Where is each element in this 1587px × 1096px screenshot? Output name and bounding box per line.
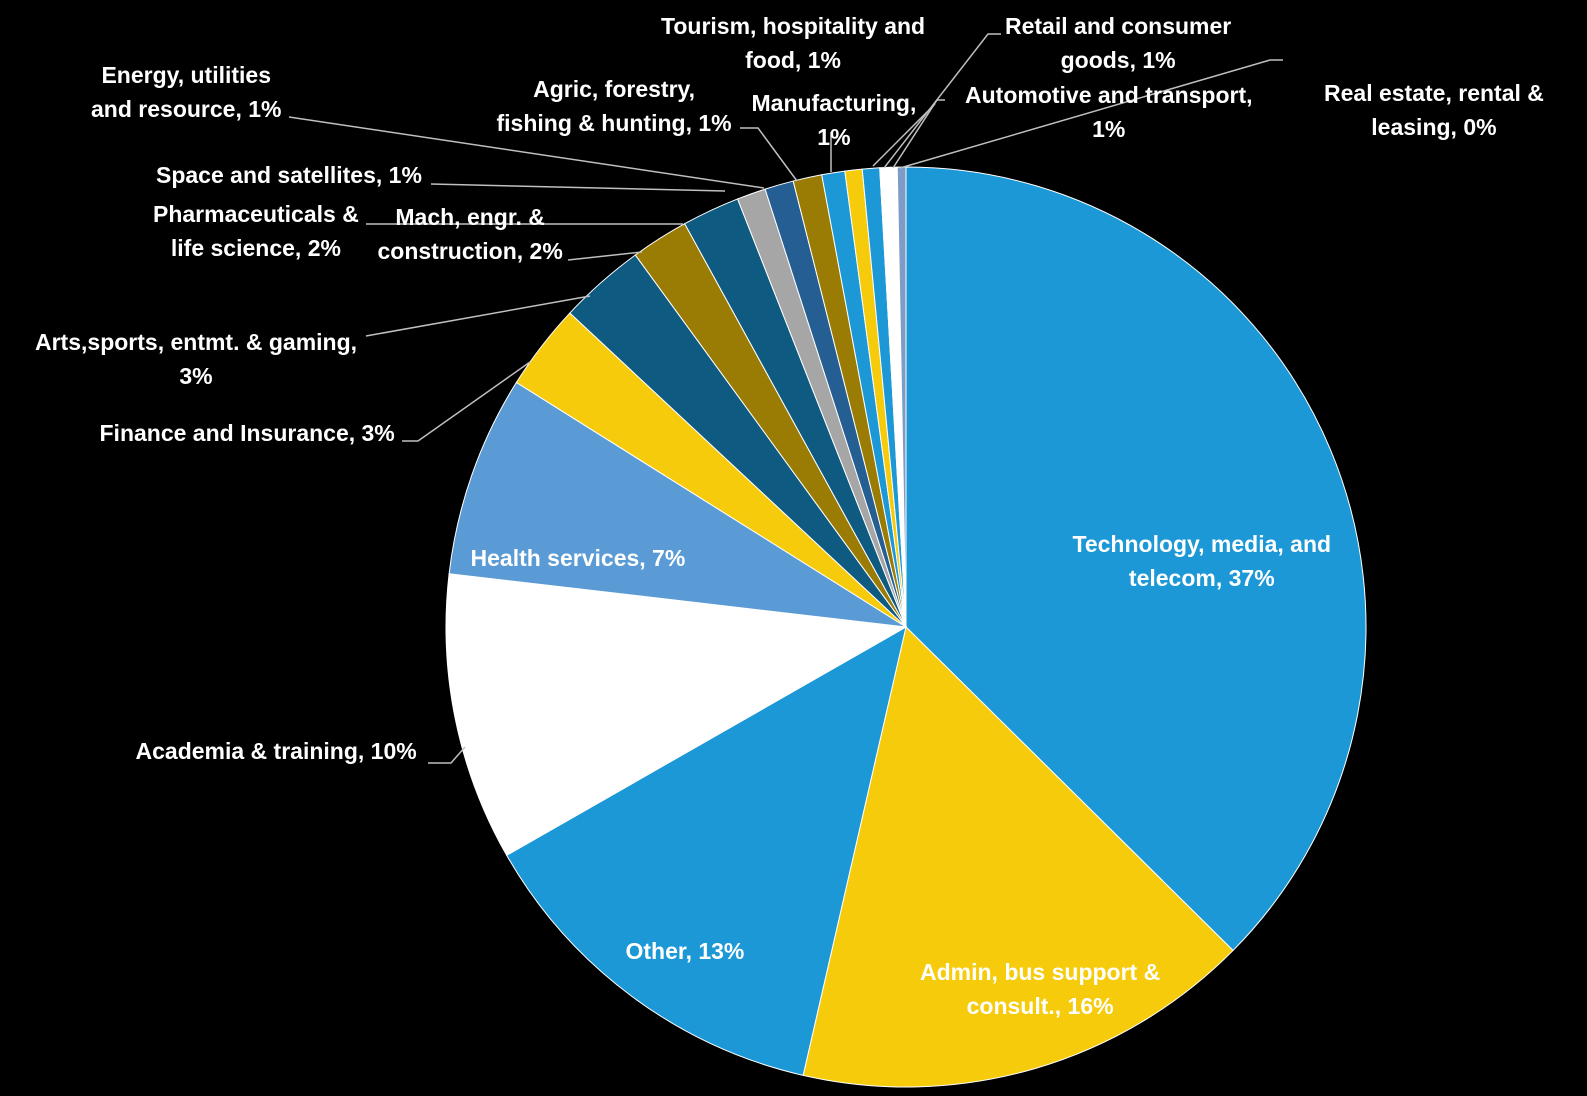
data-label: Admin, bus support & consult., 16% <box>920 959 1161 1019</box>
pie-slice <box>445 573 908 856</box>
data-label: Pharmaceuticals & life science, 2% <box>153 201 359 261</box>
data-label: Health services, 7% <box>470 545 686 571</box>
data-label: Academia & training, 10% <box>135 738 417 764</box>
leader-line <box>567 251 643 261</box>
leader-line <box>288 116 765 189</box>
leader-line <box>402 361 531 442</box>
data-label: Real estate, rental & leasing, 0% <box>1324 80 1544 140</box>
data-label: Technology, media, and telecom, 37% <box>1072 531 1332 591</box>
data-label: Automotive and transport, 1% <box>965 82 1253 142</box>
leader-line <box>430 183 726 192</box>
data-label: Mach, engr. & construction, 2% <box>377 204 563 264</box>
pie-slice <box>448 381 907 628</box>
leader-line <box>899 59 1283 169</box>
leader-line <box>883 33 1001 169</box>
leader-line <box>872 103 936 167</box>
leader-line <box>740 127 798 182</box>
data-label: Finance and Insurance, 3% <box>99 420 395 446</box>
data-label: Arts,sports, entmt. & gaming, 3% <box>35 329 358 389</box>
data-label: Retail and consumer goods, 1% <box>1005 13 1232 73</box>
data-label: Space and satellites, 1% <box>156 162 422 188</box>
data-label: Agric, forestry, fishing & hunting, 1% <box>496 76 732 136</box>
pie-slice <box>505 625 907 1076</box>
leader-line <box>365 295 591 337</box>
data-label: Manufacturing, 1% <box>751 90 917 150</box>
pie-slice <box>905 166 1367 952</box>
data-label: Energy, utilities and resource, 1% <box>91 62 282 122</box>
data-label: Tourism, hospitality and food, 1% <box>661 13 926 73</box>
leader-line <box>428 746 466 764</box>
pie-slice <box>802 626 1234 1088</box>
data-label: Other, 13% <box>625 938 745 964</box>
leader-line <box>892 99 945 169</box>
